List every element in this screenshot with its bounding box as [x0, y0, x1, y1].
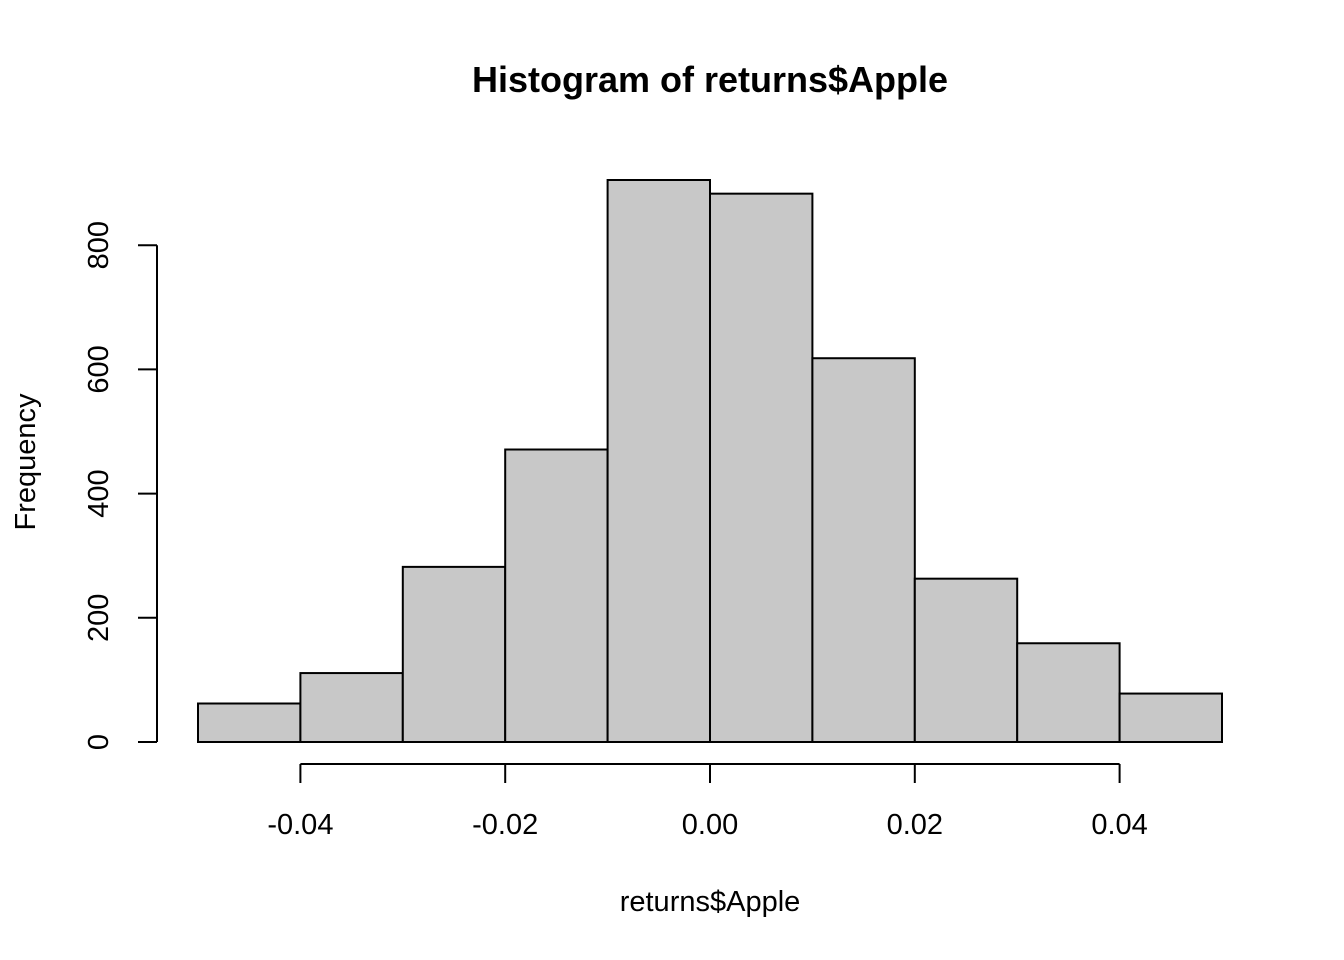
bars-group — [197, 179, 1223, 744]
y-tick-label: 400 — [83, 469, 115, 517]
histogram-bar — [709, 192, 814, 744]
x-tick-label: 0.00 — [682, 809, 738, 841]
histogram-bar — [504, 448, 609, 743]
y-tick-label: 0 — [83, 734, 115, 750]
x-tick-label: -0.04 — [267, 809, 333, 841]
y-tick-label: 200 — [83, 594, 115, 642]
histogram-bar — [1016, 642, 1121, 744]
chart-title: Histogram of returns$Apple — [472, 59, 948, 100]
histogram-bar — [197, 702, 302, 744]
x-tick-label: 0.02 — [887, 809, 943, 841]
histogram-bar — [811, 357, 916, 743]
histogram-bar — [606, 179, 711, 743]
y-axis: 0 200 400 600 800 — [83, 221, 158, 750]
y-axis-label: Frequency — [10, 393, 42, 531]
x-axis: -0.04 -0.02 0.00 0.02 0.04 — [267, 763, 1148, 841]
x-tick-label: -0.02 — [472, 809, 538, 841]
y-tick-label: 800 — [83, 221, 115, 269]
y-tick-label: 600 — [83, 345, 115, 393]
histogram-bar — [1118, 692, 1223, 744]
x-tick-label: 0.04 — [1091, 809, 1147, 841]
histogram-bar — [401, 565, 507, 744]
histogram-bar — [299, 672, 404, 744]
histogram-bar — [913, 577, 1019, 744]
x-axis-label: returns$Apple — [620, 886, 801, 918]
